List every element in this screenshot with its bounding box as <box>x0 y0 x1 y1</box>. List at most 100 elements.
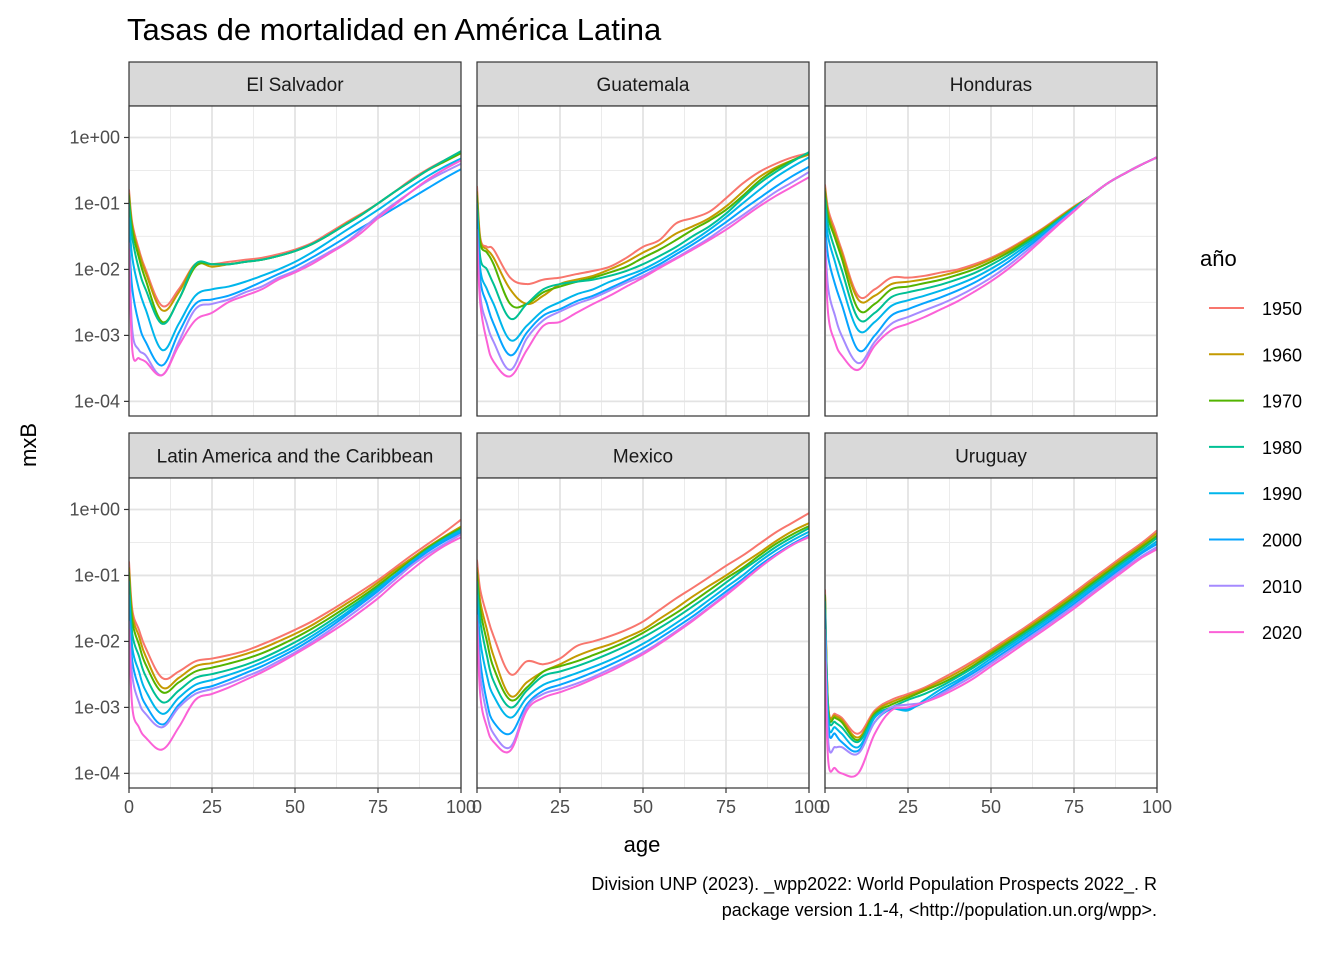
x-tick-label: 75 <box>716 797 736 817</box>
panel-series <box>129 150 461 377</box>
series-line-1960 <box>825 532 1157 739</box>
x-tick-label: 50 <box>633 797 653 817</box>
series-line-1950 <box>477 512 809 676</box>
legend-label: 1960 <box>1262 345 1302 365</box>
panel-series <box>129 518 461 751</box>
panel-latin-america-and-the-caribbean: Latin America and the Caribbean <box>128 432 462 789</box>
legend-label: 1970 <box>1262 392 1302 412</box>
legend-title: año <box>1200 246 1237 271</box>
series-line-2020 <box>129 536 461 751</box>
panel-uruguay: Uruguay <box>824 432 1158 789</box>
facet-label: El Salvador <box>246 75 344 96</box>
legend-label: 1950 <box>1262 299 1302 319</box>
x-tick-label: 100 <box>1142 797 1172 817</box>
shared-axes: 1e-04 1e-03 1e-02 1e-01 1e+00 1e-04 1e-03 1e-02… <box>69 127 1172 817</box>
series-line-1990 <box>129 529 461 715</box>
panel-border <box>476 105 810 417</box>
legend-item-2020: 2020 <box>1209 623 1302 643</box>
series-line-1960 <box>477 153 809 306</box>
series-line-1990 <box>477 530 809 719</box>
series-line-2000 <box>825 542 1157 753</box>
series-line-2020 <box>477 536 809 754</box>
series-line-1990 <box>825 540 1157 749</box>
legend: año 1950 1960 1970 1980 1990 2000 2010 2020 <box>1200 246 1302 643</box>
series-line-1990 <box>477 156 809 342</box>
facet-label: Guatemala <box>597 75 690 96</box>
x-tick-label: 25 <box>202 797 222 817</box>
y-tick-label: 1e-03 <box>74 697 120 717</box>
series-line-1950 <box>129 518 461 681</box>
x-tick-label: 50 <box>981 797 1001 817</box>
series-line-2010 <box>825 545 1157 756</box>
series-line-1950 <box>825 529 1157 735</box>
x-tick-label: 0 <box>820 797 830 817</box>
y-tick-label: 1e-03 <box>74 325 120 345</box>
panel-mexico: Mexico <box>476 432 810 789</box>
facet-strip <box>476 432 810 479</box>
x-tick-label: 0 <box>124 797 134 817</box>
facet-label: Latin America and the Caribbean <box>157 447 434 468</box>
y-tick-label: 1e-01 <box>74 193 120 213</box>
series-line-1960 <box>129 525 461 690</box>
facet-label: Uruguay <box>955 447 1027 468</box>
series-line-2010 <box>129 533 461 729</box>
chart-title: Tasas de mortalidad en América Latina <box>127 12 662 47</box>
series-line-1970 <box>825 534 1157 742</box>
facet-strip <box>824 432 1158 479</box>
series-line-1980 <box>825 536 1157 744</box>
series-line-2020 <box>129 159 461 377</box>
facet-label: Mexico <box>613 447 673 468</box>
series-line-1970 <box>129 527 461 694</box>
series-line-1960 <box>477 522 809 698</box>
x-axis-title: age <box>624 832 661 857</box>
series-line-2020 <box>477 176 809 378</box>
panel-guatemala: Guatemala <box>476 61 810 417</box>
series-line-2000 <box>477 165 809 357</box>
legend-item-1980: 1980 <box>1209 438 1302 458</box>
series-line-1980 <box>129 150 461 325</box>
y-axis-title: mxB <box>16 423 41 467</box>
y-tick-label: 1e+00 <box>69 127 120 147</box>
x-axis: 0 25 50 75 100 <box>820 788 1172 817</box>
panel-series <box>825 156 1157 371</box>
legend-item-2010: 2010 <box>1209 577 1302 597</box>
legend-label: 2000 <box>1262 531 1302 551</box>
series-line-1970 <box>477 525 809 702</box>
x-tick-label: 100 <box>794 797 824 817</box>
x-tick-label: 100 <box>446 797 476 817</box>
x-tick-label: 0 <box>472 797 482 817</box>
panel-series <box>825 529 1157 778</box>
series-line-1980 <box>477 527 809 709</box>
y-tick-label: 1e-04 <box>74 391 120 411</box>
facet-label: Honduras <box>950 75 1032 96</box>
x-tick-label: 50 <box>285 797 305 817</box>
legend-item-1970: 1970 <box>1209 392 1302 412</box>
x-axis: 0 25 50 75 100 <box>472 788 824 817</box>
series-line-1970 <box>477 152 809 309</box>
x-tick-label: 75 <box>368 797 388 817</box>
panel-border <box>824 105 1158 417</box>
panel-border <box>128 105 462 417</box>
caption-line-1: Division UNP (2023). _wpp2022: World Pop… <box>591 874 1157 895</box>
x-axis: 0 25 50 75 100 <box>124 788 476 817</box>
y-axis: 1e-04 1e-03 1e-02 1e-01 1e+00 <box>69 127 129 411</box>
legend-label: 1990 <box>1262 484 1302 504</box>
x-tick-label: 75 <box>1064 797 1084 817</box>
caption-line-2: package version 1.1-4, <http://populatio… <box>722 900 1157 920</box>
x-tick-label: 25 <box>898 797 918 817</box>
facet-strip <box>128 61 462 107</box>
legend-label: 2010 <box>1262 577 1302 597</box>
facet-strip <box>476 61 810 107</box>
panels: El Salvador Guatemala Honduras Latin Americ… <box>128 61 1158 789</box>
y-axis: 1e-04 1e-03 1e-02 1e-01 1e+00 <box>69 499 129 783</box>
panel-series <box>477 512 809 754</box>
legend-item-2000: 2000 <box>1209 531 1302 551</box>
panel-el-salvador: El Salvador <box>128 61 462 417</box>
legend-items: 1950 1960 1970 1980 1990 2000 2010 2020 <box>1209 299 1302 643</box>
y-tick-label: 1e-04 <box>74 763 120 783</box>
legend-item-1960: 1960 <box>1209 345 1302 365</box>
legend-item-1990: 1990 <box>1209 484 1302 504</box>
facet-strip <box>128 432 462 479</box>
legend-label: 1980 <box>1262 438 1302 458</box>
x-tick-label: 25 <box>550 797 570 817</box>
